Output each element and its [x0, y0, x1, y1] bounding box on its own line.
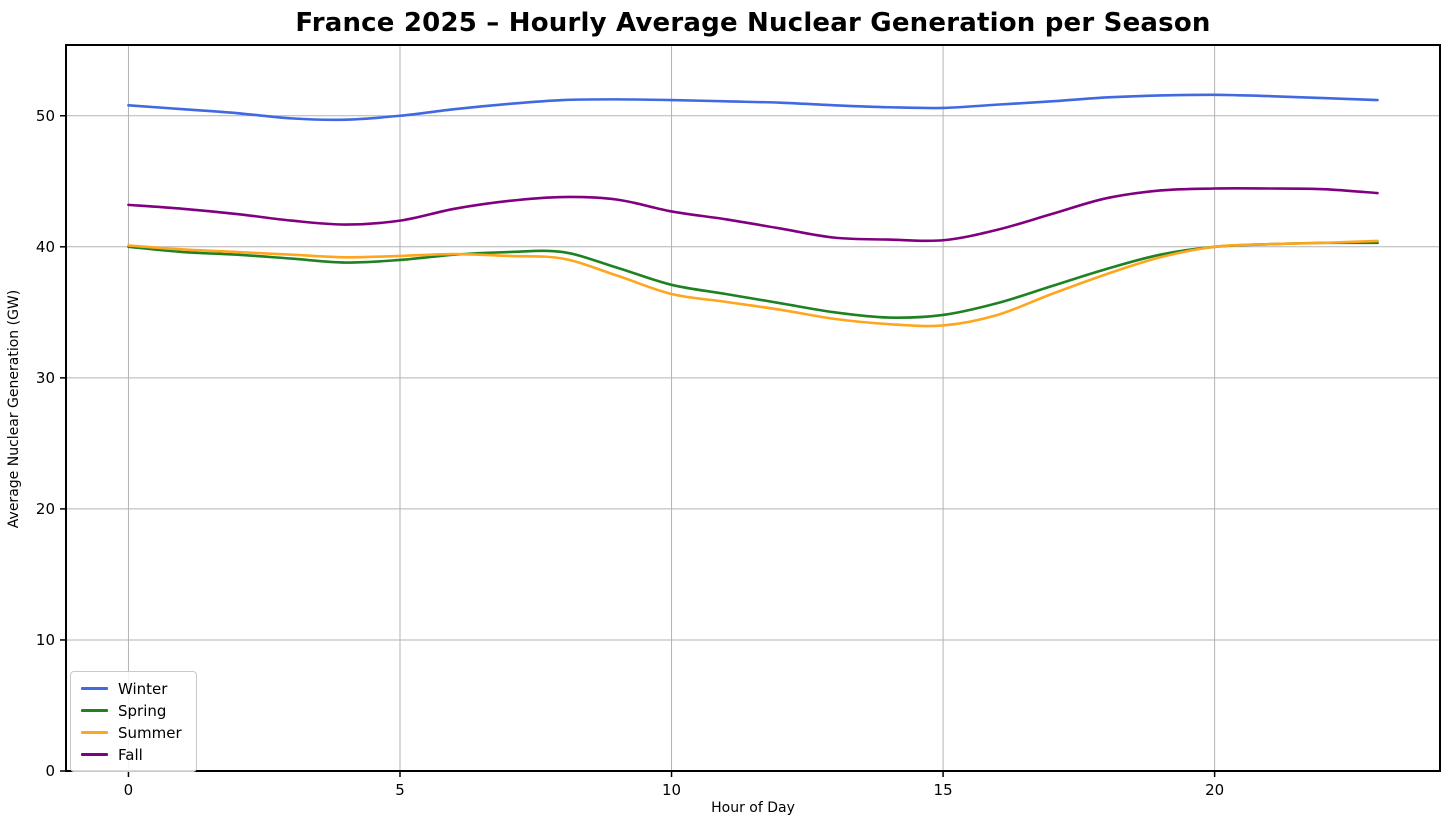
- series-line-fall: [127, 187, 1379, 243]
- series-line-spring: [127, 241, 1379, 319]
- legend: Winter Spring Summer Fall: [70, 671, 197, 772]
- x-tick-label: 5: [395, 781, 405, 799]
- legend-item-spring: Spring: [81, 701, 182, 720]
- legend-item-summer: Summer: [81, 723, 182, 742]
- legend-line-swatch: [81, 753, 108, 756]
- series-line-winter: [127, 93, 1379, 122]
- y-tick-label: 0: [45, 762, 55, 780]
- legend-label: Winter: [118, 679, 168, 698]
- y-tick-label: 20: [36, 500, 55, 518]
- y-tick-label: 40: [36, 238, 55, 256]
- legend-line-swatch: [81, 731, 108, 734]
- legend-item-winter: Winter: [81, 679, 182, 698]
- y-tick-label: 50: [36, 107, 55, 125]
- axes-frame: [65, 44, 1441, 772]
- y-axis-label: Average Nuclear Generation (GW): [6, 289, 22, 529]
- legend-line-swatch: [81, 687, 108, 690]
- x-tick-label: 10: [662, 781, 681, 799]
- legend-item-fall: Fall: [81, 745, 182, 764]
- legend-line-swatch: [81, 709, 108, 712]
- x-tick-label: 15: [934, 781, 953, 799]
- legend-label: Spring: [118, 701, 167, 720]
- x-tick-label: 0: [124, 781, 134, 799]
- chart-title: France 2025 – Hourly Average Nuclear Gen…: [295, 8, 1211, 38]
- legend-label: Summer: [118, 723, 182, 742]
- y-tick-label: 30: [36, 369, 55, 387]
- series-line-summer: [127, 239, 1379, 328]
- y-tick-label: 10: [36, 631, 55, 649]
- x-tick-label: 20: [1205, 781, 1224, 799]
- x-axis-label: Hour of Day: [711, 800, 795, 816]
- legend-label: Fall: [118, 745, 143, 764]
